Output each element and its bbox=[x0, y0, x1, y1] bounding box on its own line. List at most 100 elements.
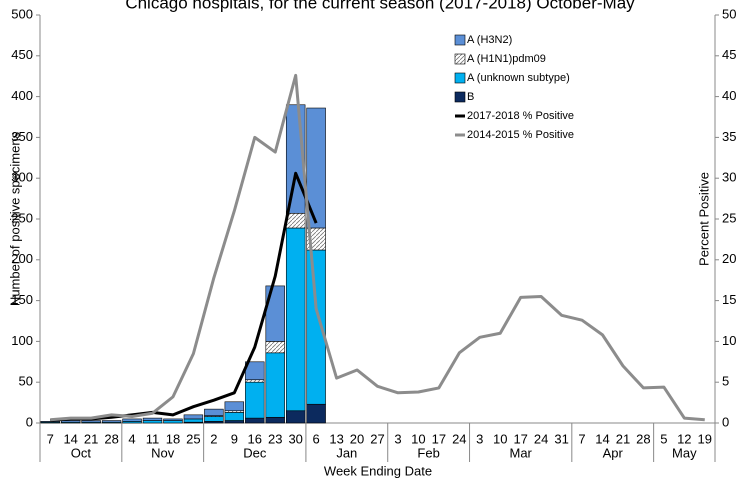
month-label: Oct bbox=[71, 445, 92, 460]
bar bbox=[163, 420, 183, 424]
month-label: Nov bbox=[151, 445, 175, 460]
x-tick-label: 24 bbox=[452, 431, 466, 446]
y-tick-label: 100 bbox=[11, 333, 33, 348]
y2-tick-label: 35 bbox=[722, 129, 736, 144]
x-tick-label: 10 bbox=[411, 431, 425, 446]
x-tick-label: 3 bbox=[476, 431, 483, 446]
y2-tick-label: 40 bbox=[722, 88, 736, 103]
x-tick-label: 31 bbox=[554, 431, 568, 446]
legend-swatch bbox=[454, 34, 466, 46]
bar bbox=[285, 227, 306, 412]
y2-tick-label: 5 bbox=[722, 374, 729, 389]
x-tick-label: 17 bbox=[513, 431, 527, 446]
y-tick-label: 200 bbox=[11, 251, 33, 266]
legend-label: B bbox=[467, 91, 474, 103]
x-tick-label: 6 bbox=[313, 431, 320, 446]
month-label: Apr bbox=[603, 445, 624, 460]
legend-swatch bbox=[454, 72, 466, 84]
y-axis-label: Number of positive specimens bbox=[7, 131, 22, 306]
legend-label: A (H3N2) bbox=[467, 34, 512, 46]
legend-label: A (unknown subtype) bbox=[467, 72, 570, 84]
x-tick-label: 9 bbox=[231, 431, 238, 446]
month-label: Feb bbox=[417, 445, 439, 460]
x-tick-label: 24 bbox=[534, 431, 548, 446]
bar bbox=[183, 414, 204, 420]
bar bbox=[285, 212, 306, 229]
legend-label: 2017-2018 % Positive bbox=[467, 110, 574, 122]
bar bbox=[224, 401, 245, 412]
y-tick-label: 400 bbox=[11, 88, 33, 103]
bar bbox=[306, 403, 326, 424]
y-tick-label: 450 bbox=[11, 47, 33, 62]
bar bbox=[142, 417, 163, 421]
y2-tick-label: 10 bbox=[722, 333, 736, 348]
x-tick-label: 23 bbox=[268, 431, 282, 446]
x-tick-label: 17 bbox=[432, 431, 446, 446]
legend-label: A (H1N1)pdm09 bbox=[467, 53, 546, 65]
x-tick-label: 3 bbox=[394, 431, 401, 446]
chart-title: Chicago hospitals, for the current seaso… bbox=[125, 0, 635, 12]
x-tick-label: 27 bbox=[370, 431, 384, 446]
x-tick-label: 10 bbox=[493, 431, 507, 446]
bar bbox=[183, 418, 204, 423]
y-tick-label: 500 bbox=[11, 6, 33, 21]
line bbox=[50, 73, 705, 422]
y-tick-label: 0 bbox=[26, 414, 33, 429]
x-tick-label: 7 bbox=[47, 431, 54, 446]
y2-tick-label: 0 bbox=[722, 414, 729, 429]
x-tick-label: 20 bbox=[350, 431, 364, 446]
y2-tick-label: 45 bbox=[722, 47, 736, 62]
bar bbox=[245, 417, 265, 424]
x-tick-label: 11 bbox=[146, 431, 160, 446]
bar bbox=[204, 408, 224, 416]
x-tick-label: 21 bbox=[616, 431, 630, 446]
bar bbox=[204, 416, 224, 422]
x-tick-label: 14 bbox=[595, 431, 609, 446]
x-tick-label: 28 bbox=[636, 431, 650, 446]
x-tick-label: 30 bbox=[288, 431, 302, 446]
x-tick-label: 2 bbox=[210, 431, 217, 446]
x-tick-label: 21 bbox=[84, 431, 98, 446]
y2-tick-label: 15 bbox=[722, 292, 736, 307]
x-tick-label: 14 bbox=[63, 431, 77, 446]
y2-axis-label: Percent Positive bbox=[696, 172, 711, 266]
bar bbox=[224, 420, 245, 424]
x-tick-label: 12 bbox=[677, 431, 691, 446]
y-tick-label: 250 bbox=[11, 210, 33, 225]
x-tick-label: 28 bbox=[104, 431, 118, 446]
bar bbox=[245, 379, 265, 383]
x-tick-label: 13 bbox=[329, 431, 343, 446]
y-tick-label: 50 bbox=[19, 374, 33, 389]
bar bbox=[40, 421, 60, 423]
bar bbox=[101, 420, 122, 423]
bar bbox=[81, 420, 101, 423]
legend-swatch bbox=[454, 91, 466, 103]
legend-swatch bbox=[454, 53, 466, 65]
x-tick-label: 16 bbox=[248, 431, 262, 446]
month-label: Dec bbox=[243, 445, 267, 460]
bar bbox=[285, 410, 306, 424]
bar bbox=[265, 341, 285, 354]
y2-tick-label: 50 bbox=[722, 6, 736, 21]
y-tick-label: 350 bbox=[11, 129, 33, 144]
y2-tick-label: 30 bbox=[722, 170, 736, 185]
x-tick-label: 25 bbox=[186, 431, 200, 446]
legend-label: 2014-2015 % Positive bbox=[467, 129, 574, 141]
bar bbox=[265, 352, 285, 418]
x-tick-label: 4 bbox=[128, 431, 135, 446]
bar bbox=[265, 416, 285, 424]
bar bbox=[142, 420, 163, 424]
bar bbox=[245, 381, 265, 419]
month-label: May bbox=[672, 445, 697, 460]
x-tick-label: 19 bbox=[698, 431, 712, 446]
bar bbox=[122, 418, 142, 422]
month-label: Mar bbox=[509, 445, 532, 460]
y2-tick-label: 20 bbox=[722, 251, 736, 266]
bar bbox=[163, 418, 183, 421]
month-label: Jan bbox=[336, 445, 357, 460]
bar bbox=[306, 107, 326, 229]
x-tick-label: 18 bbox=[166, 431, 180, 446]
y-tick-label: 150 bbox=[11, 292, 33, 307]
y2-tick-label: 25 bbox=[722, 210, 736, 225]
